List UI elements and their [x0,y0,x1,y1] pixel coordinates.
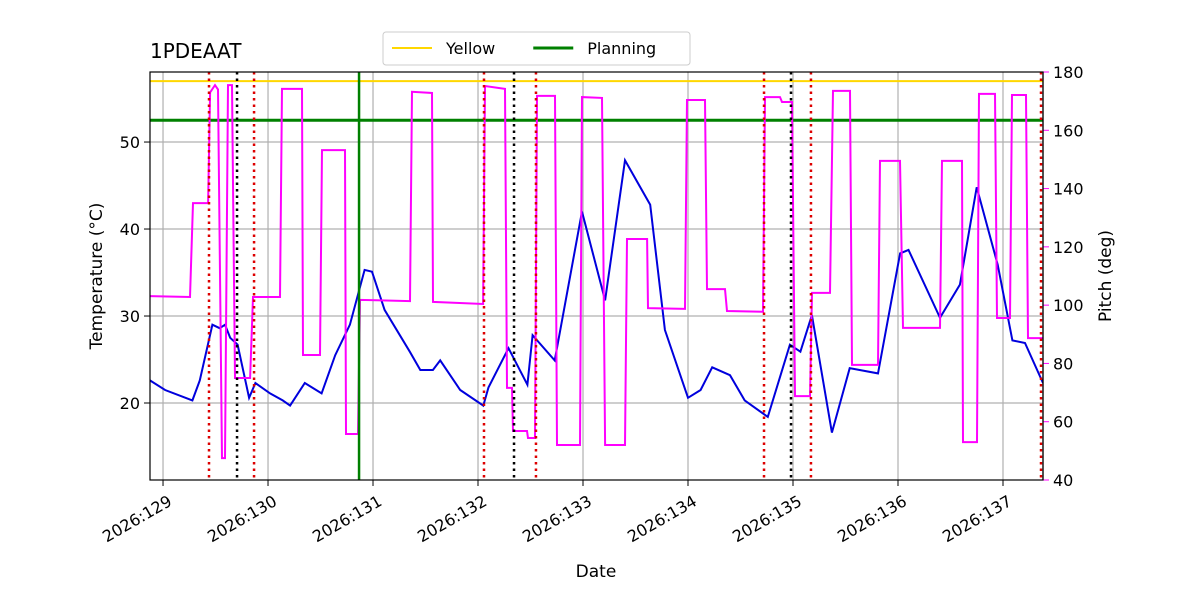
x-tick-label: 2026:130 [204,491,280,546]
x-tick-label: 2026:135 [729,491,805,546]
y-tick-label: 30 [120,307,140,326]
y2-axis-label: Pitch (deg) [1096,230,1116,322]
y2-tick-label: 100 [1053,296,1084,315]
line-series [150,83,1043,460]
plot-frame [149,71,1044,481]
y2-tick-label: 140 [1053,180,1084,199]
x-tick-label: 2026:134 [624,491,700,546]
y-tick-label: 40 [120,220,140,239]
x-tick-label: 2026:132 [414,491,490,546]
x-tick-label: 2026:137 [939,491,1015,546]
line-series [150,157,1043,433]
y-tick-label: 20 [120,394,140,413]
y2-tick-label: 80 [1053,354,1073,373]
x-tick-label: 2026:136 [834,491,910,546]
x-tick-label: 2026:129 [99,491,175,546]
x-tick-label: 2026:131 [309,491,385,546]
x-tick-label: 2026:133 [519,491,595,546]
x-axis-label: Date [576,562,617,582]
y2-tick-label: 60 [1053,413,1073,432]
y2-tick-label: 180 [1053,63,1084,82]
legend: Yellow Planning [382,31,691,66]
legend-label: Planning [587,39,656,58]
legend-label: Yellow [445,39,495,58]
y-axis-label: Temperature (°C) [87,203,107,351]
chart-title: 1PDEAAT [150,39,242,63]
y-tick-label: 50 [120,133,140,152]
y2-tick-label: 160 [1053,121,1084,140]
y2-tick-label: 40 [1053,471,1073,490]
y2-tick-label: 120 [1053,238,1084,257]
